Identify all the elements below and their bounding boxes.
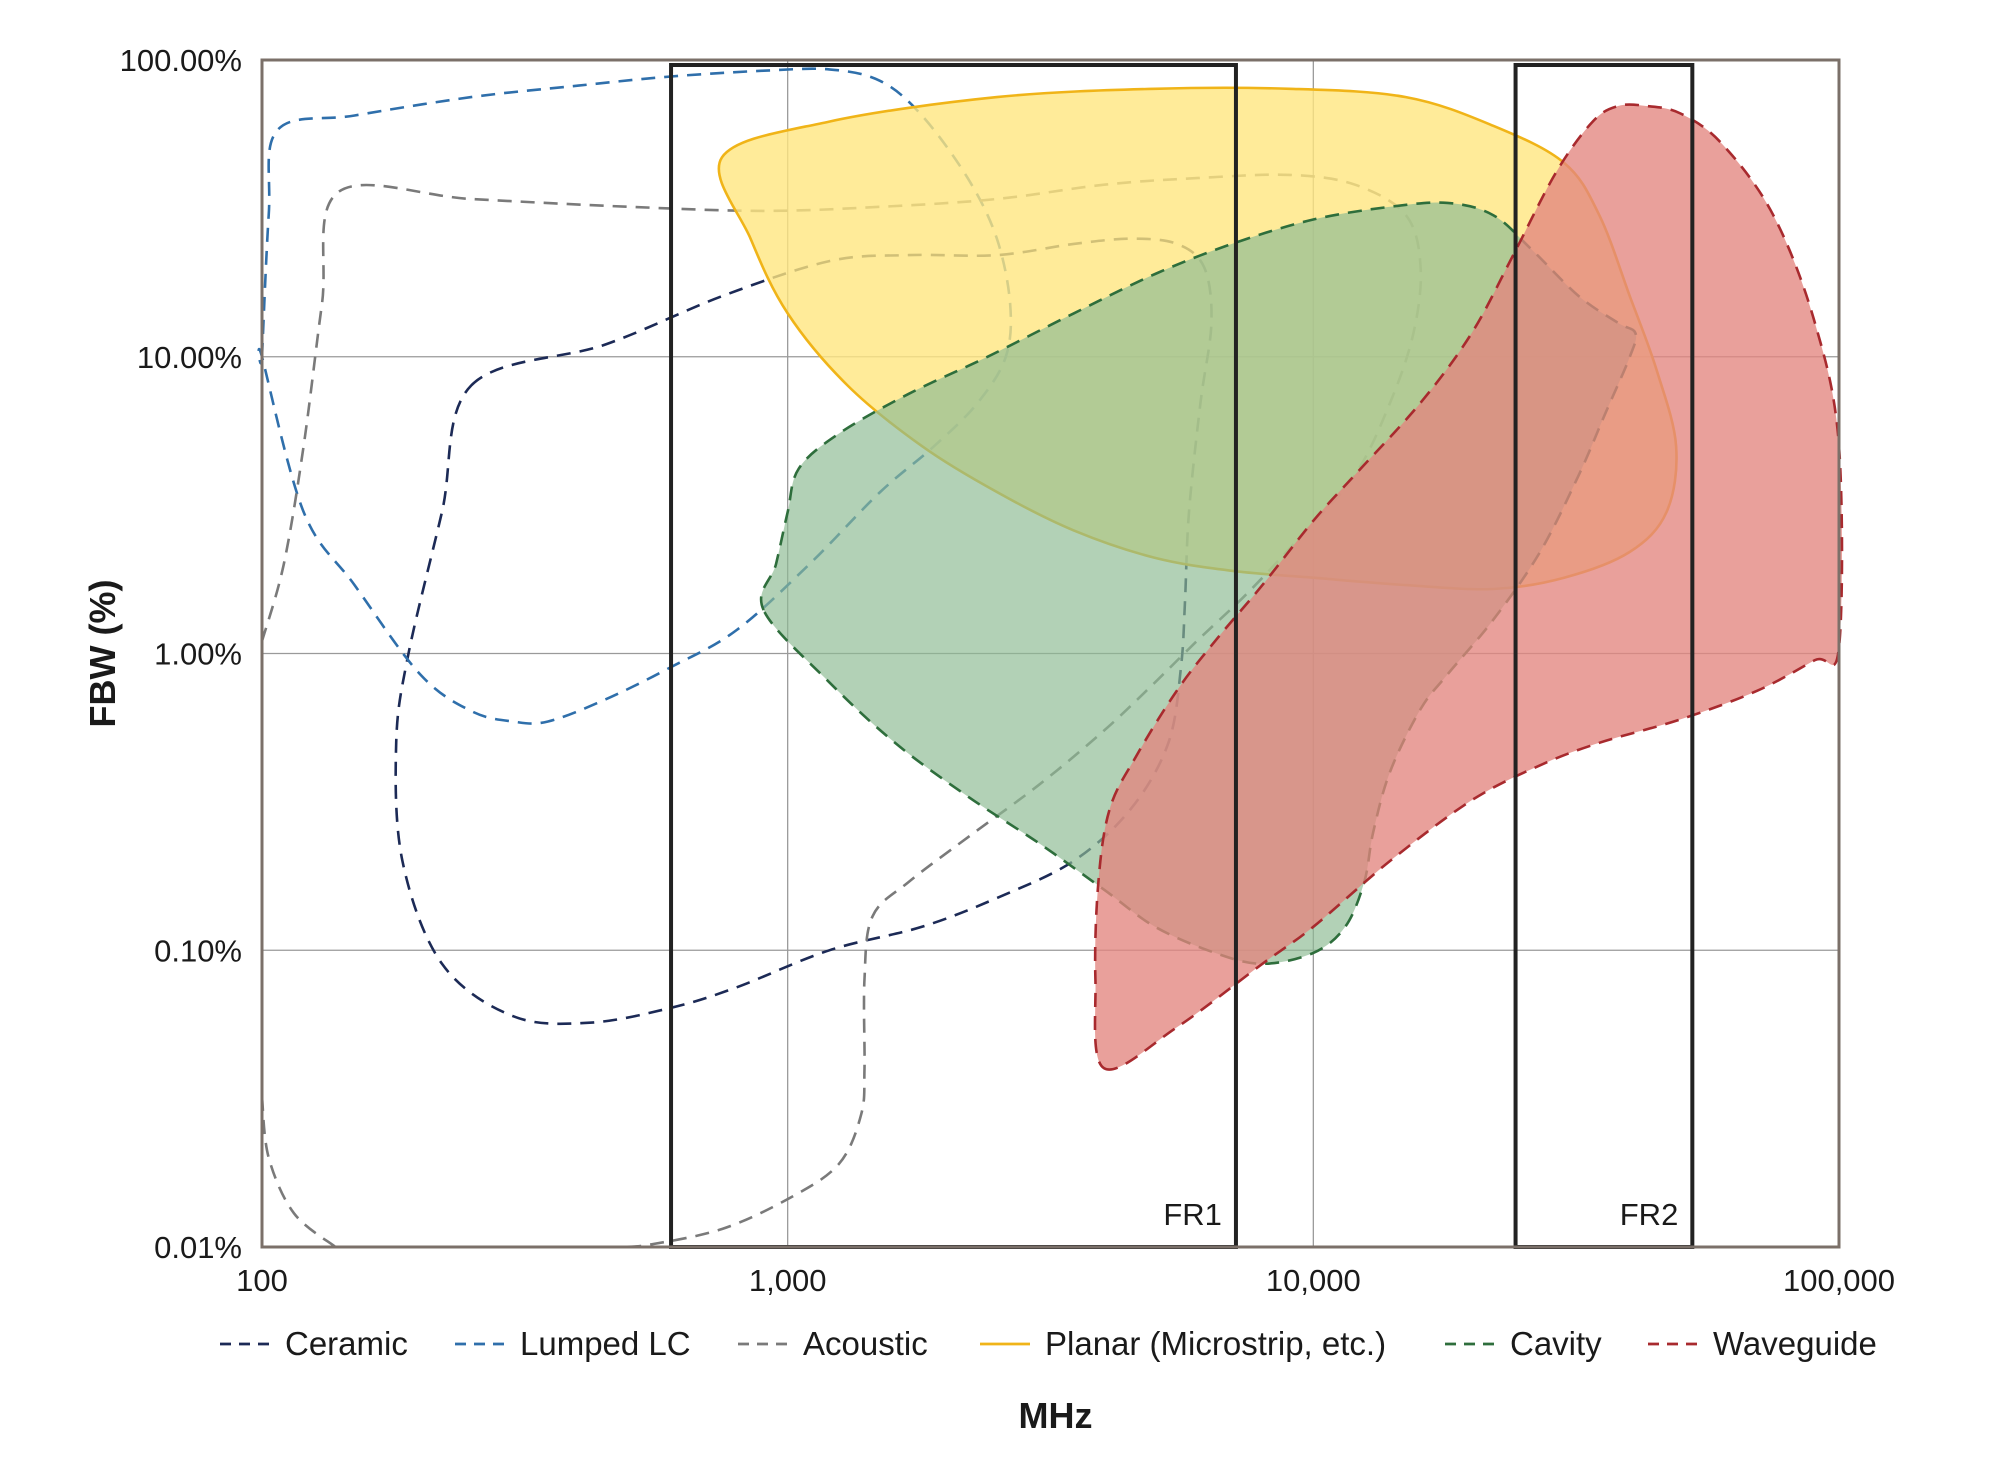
- legend-label: Cavity: [1510, 1325, 1602, 1362]
- band-label-fr1: FR1: [1163, 1197, 1222, 1232]
- band-label-fr2: FR2: [1620, 1197, 1679, 1232]
- legend-label: Ceramic: [285, 1325, 408, 1362]
- legend-item-planar-microstrip-etc: Planar (Microstrip, etc.): [980, 1325, 1386, 1362]
- x-axis-title: MHz: [1019, 1395, 1093, 1436]
- legend-label: Planar (Microstrip, etc.): [1045, 1325, 1386, 1362]
- region-waveguide: [1093, 103, 1844, 1071]
- x-tick-label: 10,000: [1266, 1263, 1361, 1298]
- x-tick-label: 1,000: [749, 1263, 827, 1298]
- y-tick-label: 10.00%: [137, 340, 242, 375]
- y-tick-label: 1.00%: [154, 637, 242, 672]
- legend-label: Waveguide: [1713, 1325, 1877, 1362]
- y-axis-title: FBW (%): [82, 580, 123, 728]
- plot-frame: [260, 58, 1841, 1249]
- series-layer: [257, 67, 1844, 1249]
- legend-item-ceramic: Ceramic: [220, 1325, 408, 1362]
- legend-label: Lumped LC: [520, 1325, 691, 1362]
- x-tick-label: 100,000: [1783, 1263, 1895, 1298]
- x-tick-label: 100: [236, 1263, 288, 1298]
- y-tick-label: 0.10%: [154, 933, 242, 968]
- region-acoustic: [260, 1096, 337, 1249]
- y-tick-label: 100.00%: [120, 43, 242, 78]
- series-waveguide: [1093, 103, 1844, 1071]
- legend: Ceramic Lumped LC Acoustic Planar (Microstr…: [220, 1325, 1877, 1362]
- y-tick-labels: 0.01% 0.10% 1.00% 10.00% 100.00%: [120, 43, 242, 1265]
- legend-label: Acoustic: [803, 1325, 928, 1362]
- legend-item-cavity: Cavity: [1445, 1325, 1602, 1362]
- legend-item-acoustic: Acoustic: [738, 1325, 928, 1362]
- x-tick-labels: 100 1,000 10,000 100,000: [236, 1263, 1895, 1298]
- legend-item-waveguide: Waveguide: [1648, 1325, 1877, 1362]
- legend-item-lumped-lc: Lumped LC: [455, 1325, 691, 1362]
- y-tick-label: 0.01%: [154, 1230, 242, 1265]
